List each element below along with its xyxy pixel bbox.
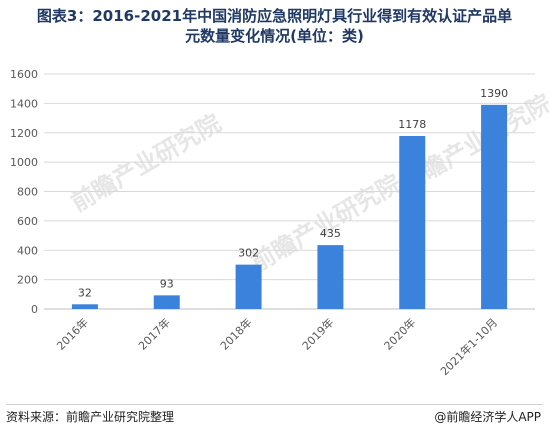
y-tick-label: 1400: [10, 97, 38, 110]
data-label: 32: [78, 286, 92, 299]
bar: [71, 304, 98, 309]
chart-title-line2: 元数量变化情况(单位：类): [185, 27, 364, 45]
bar: [317, 245, 344, 309]
source-note: 资料来源：前瞻产业研究院整理: [6, 410, 175, 424]
x-tick-label: 2021年1-10月: [437, 315, 500, 378]
data-label: 93: [160, 277, 174, 290]
data-label: 1390: [480, 87, 508, 100]
x-tick-label: 2017年: [135, 315, 172, 352]
y-tick-label: 600: [17, 215, 38, 228]
footer-divider: [6, 404, 543, 405]
y-tick-label: 1600: [10, 68, 38, 81]
y-tick-label: 0: [31, 303, 38, 316]
bar-chart: 前瞻产业研究院前瞻产业研究院前瞻产业研究院0200400600800100012…: [10, 68, 549, 378]
bar: [235, 264, 262, 309]
y-tick-label: 1200: [10, 127, 38, 140]
y-tick-label: 200: [17, 274, 38, 287]
data-label: 435: [320, 227, 341, 240]
data-label: 1178: [398, 118, 426, 131]
x-tick-label: 2019年: [299, 315, 336, 352]
y-tick-label: 1000: [10, 156, 38, 169]
y-tick-label: 400: [17, 244, 38, 257]
data-label: 302: [238, 247, 259, 260]
x-tick-label: 2018年: [217, 315, 254, 352]
y-tick-label: 800: [17, 186, 38, 199]
footer: 资料来源：前瞻产业研究院整理 @前瞻经济学人APP: [0, 404, 549, 430]
x-tick-label: 2016年: [54, 315, 91, 352]
chart-title-line1: 图表3：2016-2021年中国消防应急照明灯具行业得到有效认证产品单: [36, 7, 513, 25]
bar: [153, 295, 180, 309]
bar: [399, 135, 426, 309]
chart-title: 图表3：2016-2021年中国消防应急照明灯具行业得到有效认证产品单 元数量变…: [0, 6, 549, 46]
bar: [481, 104, 508, 309]
brand-label: @前瞻经济学人APP: [434, 410, 541, 424]
x-tick-label: 2020年: [381, 315, 418, 352]
watermark-text: 前瞻产业研究院: [66, 109, 225, 217]
